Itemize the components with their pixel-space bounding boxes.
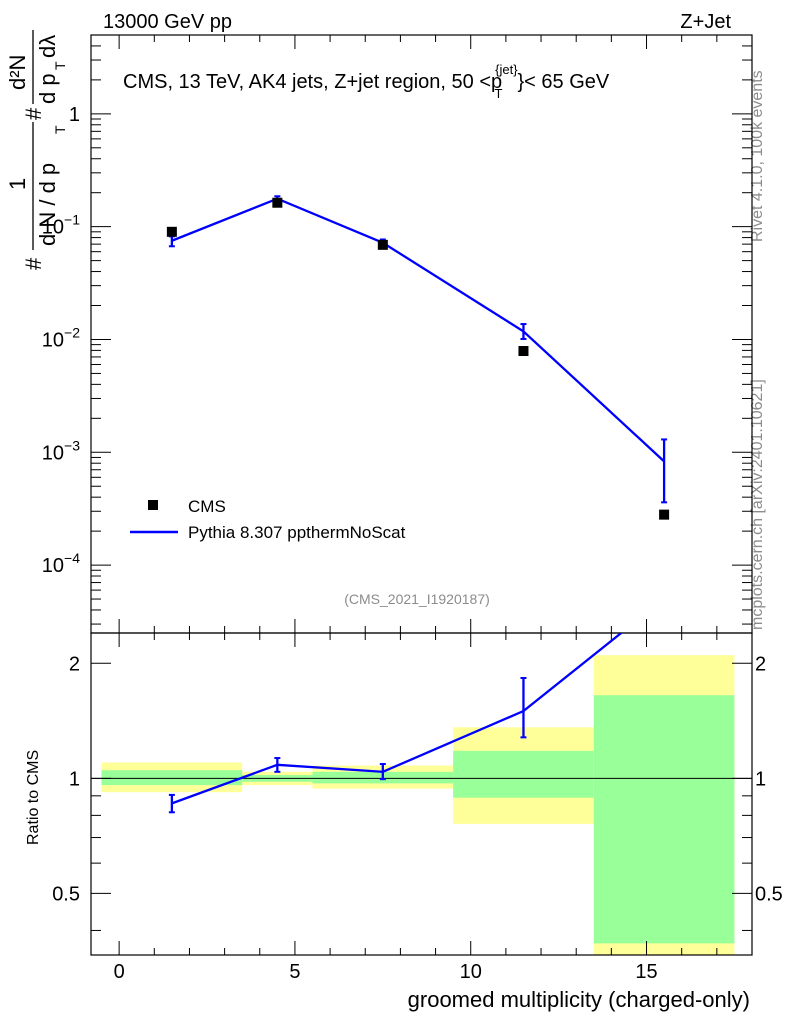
main-title: CMS, 13 TeV, AK4 jets, Z+jet region, 50 … (123, 62, 610, 101)
y-tick-label-ratio-right: 1 (755, 768, 766, 790)
header-left: 13000 GeV pp (103, 11, 232, 33)
uncertainty-bands (101, 655, 735, 955)
mcplots-info: mcplots.cern.ch [arXiv:2401.10621] (749, 379, 766, 630)
ylabel-one: 1 (5, 178, 30, 190)
ylabel-d2N: d²N (5, 55, 30, 90)
cms-data-point (166, 226, 177, 237)
y-tick-label-ratio-left: 2 (69, 653, 80, 675)
y-tick-label-main: 10−4 (42, 550, 80, 577)
main-ylabel: # 1 d N / d p T # d²N d p T dλ (5, 30, 68, 270)
x-tick-label: 5 (289, 961, 300, 983)
tick-labels: 0 5 10 15 1 10−1 10−2 10−3 10−4 0.5 0.5 1 1 2 2 (42, 104, 783, 983)
title-sup: {jet} (495, 62, 518, 77)
cms-data-point (518, 346, 529, 357)
pythia-line-main (171, 197, 665, 463)
legend-cms-label: CMS (188, 497, 226, 516)
ylabel-dlambda: dλ (35, 35, 60, 58)
ylabel-hash2: # (21, 107, 46, 120)
y-tick-label-main: 10−3 (42, 437, 80, 464)
ylabel-T2: T (52, 61, 68, 70)
ylabel-dN: d N / d p (35, 163, 60, 246)
main-panel-frame (90, 34, 753, 634)
y-tick-label-main: 1 (69, 104, 80, 126)
ratio-panel-frame (90, 632, 753, 956)
cms-data-point (659, 509, 670, 520)
ratio-ylabel: Ratio to CMS (25, 750, 42, 845)
y-tick-label-ratio-left: 0.5 (52, 883, 80, 905)
ylabel-T1: T (52, 125, 68, 134)
ylabel-dpT: d p (35, 73, 60, 104)
y-tick-label-ratio-left: 1 (69, 768, 80, 790)
cms-data-point (377, 239, 388, 250)
stat-band-4 (593, 695, 735, 944)
analysis-watermark: (CMS_2021_I1920187) (344, 591, 490, 607)
stat-band-0 (101, 770, 243, 786)
legend-cms-marker (148, 500, 158, 510)
title-prefix: CMS, 13 TeV, AK4 jets, Z+jet region, 50 … (123, 71, 502, 93)
title-sub: T (495, 86, 503, 101)
title-suffix: }< 65 GeV (518, 71, 610, 93)
ylabel-hash1: # (21, 257, 46, 270)
x-tick-label: 0 (114, 961, 125, 983)
y-tick-label-ratio-right: 2 (755, 653, 766, 675)
x-tick-label: 10 (460, 961, 482, 983)
y-tick-label-ratio-right: 0.5 (755, 883, 783, 905)
y-tick-label-main: 10−1 (42, 212, 80, 239)
cms-data-point (272, 197, 283, 208)
axis-ticks (91, 34, 752, 955)
legend: CMS Pythia 8.307 ppthermNoScat (130, 497, 406, 542)
y-tick-label-main: 10−2 (42, 324, 80, 351)
x-tick-label: 15 (635, 961, 657, 983)
legend-pythia-label: Pythia 8.307 ppthermNoScat (188, 523, 406, 542)
header-right: Z+Jet (680, 11, 731, 33)
data-series (166, 195, 670, 814)
stat-band-3 (453, 750, 594, 798)
rivet-info: Rivet 4.1.0, 100k events (749, 70, 766, 242)
x-axis-label: groomed multiplicity (charged-only) (408, 987, 750, 1012)
